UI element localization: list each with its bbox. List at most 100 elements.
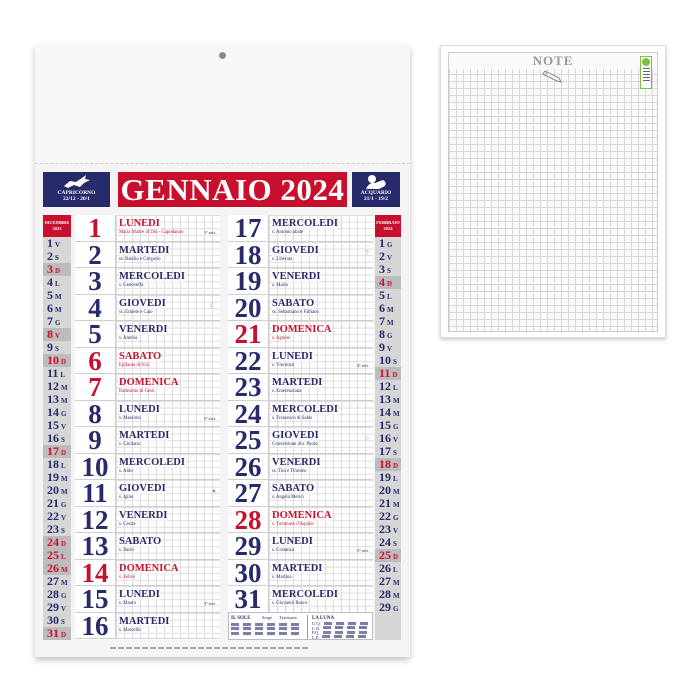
saint-name: s. Angela Merici [272,495,304,500]
mini-day: 22 G [375,510,401,523]
mini-day: 15 V [43,419,71,432]
day-row: 17 MERCOLEDI s. Antonio abate [228,215,373,242]
mini-day-number: 19 [47,470,59,484]
mini-day: 18 L [43,458,71,471]
week-number: 5ª sett. [357,548,369,553]
weekday: MERCOLEDI [119,456,185,468]
saint-name: s. Marcello [119,627,141,633]
mini-day-weekday: M [387,319,394,327]
mini-day: 16 V [375,432,401,445]
mini-day-weekday: G [387,241,393,249]
day-row: 2 MARTEDI ss. Basilio e Gregorio [75,241,220,268]
mini-day: 31 D [43,627,71,640]
weekday: VENERDI [119,509,168,521]
mini-day-number: 16 [47,431,59,445]
day-number: 22 [228,347,268,374]
saint-name: s. Tommaso d'Aquino [272,521,314,527]
mini-day-number: 15 [47,418,59,432]
mini-day-number: 10 [379,353,391,367]
day-row: 20 SABATO ss. Sebastiano e Fabiano [228,294,373,321]
mini-day-number: 13 [379,392,391,406]
recycle-badge [640,56,652,89]
mini-day-number: 25 [47,548,59,562]
week-number: 3ª sett. [204,601,216,606]
day-number: 25 [228,427,268,453]
saint-name: s. Massimo [119,415,141,421]
mini-day-number: 14 [47,405,59,419]
moon-phase-label: L.P. [312,634,320,640]
weekday: DOMENICA [119,377,179,388]
saint-name: Maria Madre di Dio - Capodanno [119,230,184,235]
mini-day-number: 26 [47,561,59,575]
day-number: 13 [75,533,115,559]
saint-name: s. Agnese [272,336,291,341]
day-number: 15 [75,586,115,612]
mini-day-weekday: D [61,449,67,457]
mini-day-weekday: V [387,345,393,353]
mini-day-weekday: M [387,306,394,314]
mini-day-number: 28 [379,587,391,601]
mini-day: 20 M [375,484,401,497]
mini-day: 23 V [375,523,401,536]
weekday: SABATO [119,350,162,362]
day-number: 4 [75,294,115,321]
mini-day-number: 7 [379,314,385,328]
mini-day-number: 29 [379,600,391,614]
mini-day: 20 M [43,484,71,497]
mini-day: 15 G [375,419,401,432]
pencil-icon [542,70,562,83]
weekday: VENERDI [272,271,321,282]
mini-day-number: 3 [379,262,385,276]
weekday: LUNEDI [272,536,313,547]
moon-phase-label: U.Q. [312,621,321,626]
mini-day: 30 S [43,614,71,627]
mini-day-number: 1 [47,236,53,250]
mini-day: 23 S [43,523,71,536]
day-number: 19 [228,268,268,294]
mini-day-weekday: M [61,579,68,587]
weekday: SABATO [272,483,315,494]
mini-day-weekday: M [55,306,62,314]
weekday: MERCOLEDI [119,271,185,282]
day-row: 6 SABATO Epifania di N.S. [75,347,220,374]
weekday: MERCOLEDI [272,589,338,600]
day-number: 30 [228,559,268,586]
day-number: 5 [75,321,115,347]
mini-day: 19 M [43,471,71,484]
day-number: 11 [75,480,115,506]
mini-day-weekday: M [393,397,400,405]
saint-name: s. Mauro [119,601,137,606]
mini-day-number: 24 [379,535,391,549]
mini-day-number: 3 [47,262,53,276]
saint-name: Epifania di N.S. [119,362,150,368]
mini-day: 25 L [43,549,71,562]
mini-day-weekday: G [393,423,399,431]
day-row: 24 MERCOLEDI s. Francesco di Sales [228,400,373,427]
weekday: MARTEDI [119,244,170,256]
mini-day: 14 G [43,406,71,419]
mini-day: 12 M [43,380,71,393]
mini-day-number: 12 [47,379,59,393]
weekday: DOMENICA [119,562,179,574]
day-number: 8 [75,400,115,427]
next-month-year: 2024 [383,226,393,231]
mini-day-number: 25 [379,548,391,562]
mini-day: 26 M [43,562,71,575]
mini-day-weekday: M [393,488,400,496]
next-month-column: FEBBRAIO 2024 1 G 2 V 3 S 4 D 5 L 6 M 7 M 8 G 9 V 10 S 11 D 12… [375,215,401,640]
weekday: GIOVEDI [119,297,166,309]
mini-day: 12 L [375,380,401,393]
moon-title: LA LUNA [312,616,335,621]
day-row: 31 MERCOLEDI s. Giovanni Bosco [228,586,373,613]
saint-name: s. Mario [272,283,288,288]
mini-day-weekday: S [387,267,391,275]
mini-day-weekday: S [61,527,65,535]
mini-day: 28 M [375,588,401,601]
day-number: 23 [228,374,268,400]
mini-day-weekday: M [393,410,400,418]
